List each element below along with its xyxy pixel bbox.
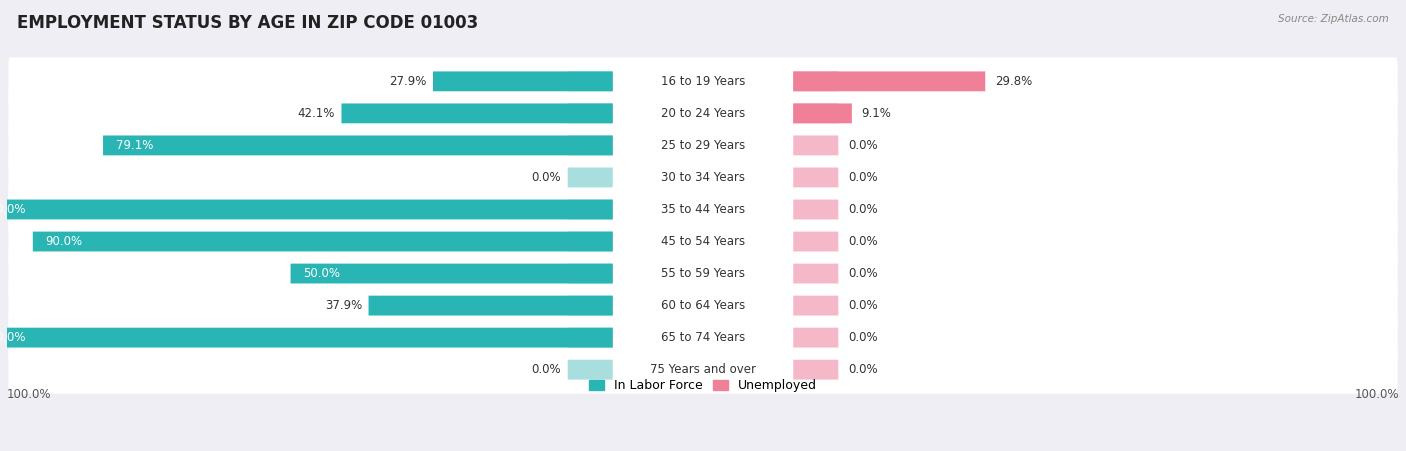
Text: 30 to 34 Years: 30 to 34 Years (661, 171, 745, 184)
FancyBboxPatch shape (568, 103, 613, 123)
Text: 0.0%: 0.0% (531, 363, 561, 376)
FancyBboxPatch shape (793, 103, 852, 123)
Legend: In Labor Force, Unemployed: In Labor Force, Unemployed (583, 374, 823, 397)
Text: 0.0%: 0.0% (848, 363, 877, 376)
Text: 42.1%: 42.1% (298, 107, 335, 120)
Text: 0.0%: 0.0% (848, 139, 877, 152)
FancyBboxPatch shape (342, 103, 613, 123)
Text: 0.0%: 0.0% (848, 267, 877, 280)
FancyBboxPatch shape (793, 135, 838, 155)
FancyBboxPatch shape (8, 281, 1398, 330)
FancyBboxPatch shape (793, 360, 838, 380)
FancyBboxPatch shape (568, 167, 613, 187)
FancyBboxPatch shape (793, 328, 838, 348)
FancyBboxPatch shape (568, 296, 613, 316)
FancyBboxPatch shape (0, 199, 613, 220)
FancyBboxPatch shape (793, 167, 838, 187)
FancyBboxPatch shape (8, 57, 1398, 106)
FancyBboxPatch shape (0, 328, 613, 348)
FancyBboxPatch shape (8, 121, 1398, 170)
FancyBboxPatch shape (433, 71, 613, 91)
FancyBboxPatch shape (8, 89, 1398, 138)
FancyBboxPatch shape (568, 264, 613, 284)
Text: 16 to 19 Years: 16 to 19 Years (661, 75, 745, 88)
FancyBboxPatch shape (793, 199, 838, 220)
FancyBboxPatch shape (793, 71, 838, 91)
Text: 100.0%: 100.0% (0, 331, 25, 344)
FancyBboxPatch shape (793, 103, 838, 123)
Text: 0.0%: 0.0% (848, 171, 877, 184)
FancyBboxPatch shape (568, 231, 613, 252)
Text: 25 to 29 Years: 25 to 29 Years (661, 139, 745, 152)
FancyBboxPatch shape (8, 249, 1398, 298)
Text: 65 to 74 Years: 65 to 74 Years (661, 331, 745, 344)
FancyBboxPatch shape (568, 328, 613, 348)
FancyBboxPatch shape (793, 264, 838, 284)
FancyBboxPatch shape (291, 264, 613, 284)
FancyBboxPatch shape (793, 71, 986, 91)
Text: Source: ZipAtlas.com: Source: ZipAtlas.com (1278, 14, 1389, 23)
FancyBboxPatch shape (568, 360, 613, 380)
FancyBboxPatch shape (103, 135, 613, 155)
Text: 20 to 24 Years: 20 to 24 Years (661, 107, 745, 120)
FancyBboxPatch shape (568, 135, 613, 155)
Text: 0.0%: 0.0% (848, 299, 877, 312)
Text: 37.9%: 37.9% (325, 299, 363, 312)
Text: EMPLOYMENT STATUS BY AGE IN ZIP CODE 01003: EMPLOYMENT STATUS BY AGE IN ZIP CODE 010… (17, 14, 478, 32)
Text: 50.0%: 50.0% (304, 267, 340, 280)
FancyBboxPatch shape (568, 199, 613, 220)
Text: 90.0%: 90.0% (45, 235, 83, 248)
Text: 79.1%: 79.1% (115, 139, 153, 152)
FancyBboxPatch shape (368, 296, 613, 316)
Text: 60 to 64 Years: 60 to 64 Years (661, 299, 745, 312)
Text: 0.0%: 0.0% (848, 203, 877, 216)
Text: 100.0%: 100.0% (1354, 388, 1399, 401)
Text: 35 to 44 Years: 35 to 44 Years (661, 203, 745, 216)
FancyBboxPatch shape (793, 231, 838, 252)
Text: 45 to 54 Years: 45 to 54 Years (661, 235, 745, 248)
Text: 0.0%: 0.0% (848, 235, 877, 248)
FancyBboxPatch shape (8, 217, 1398, 266)
Text: 9.1%: 9.1% (862, 107, 891, 120)
Text: 0.0%: 0.0% (531, 171, 561, 184)
Text: 100.0%: 100.0% (0, 203, 25, 216)
FancyBboxPatch shape (568, 71, 613, 91)
FancyBboxPatch shape (8, 153, 1398, 202)
FancyBboxPatch shape (8, 313, 1398, 362)
FancyBboxPatch shape (793, 296, 838, 316)
Text: 29.8%: 29.8% (995, 75, 1032, 88)
Text: 55 to 59 Years: 55 to 59 Years (661, 267, 745, 280)
FancyBboxPatch shape (32, 231, 613, 252)
FancyBboxPatch shape (8, 185, 1398, 234)
Text: 100.0%: 100.0% (7, 388, 52, 401)
Text: 75 Years and over: 75 Years and over (650, 363, 756, 376)
Text: 0.0%: 0.0% (848, 331, 877, 344)
FancyBboxPatch shape (8, 345, 1398, 394)
Text: 27.9%: 27.9% (389, 75, 426, 88)
